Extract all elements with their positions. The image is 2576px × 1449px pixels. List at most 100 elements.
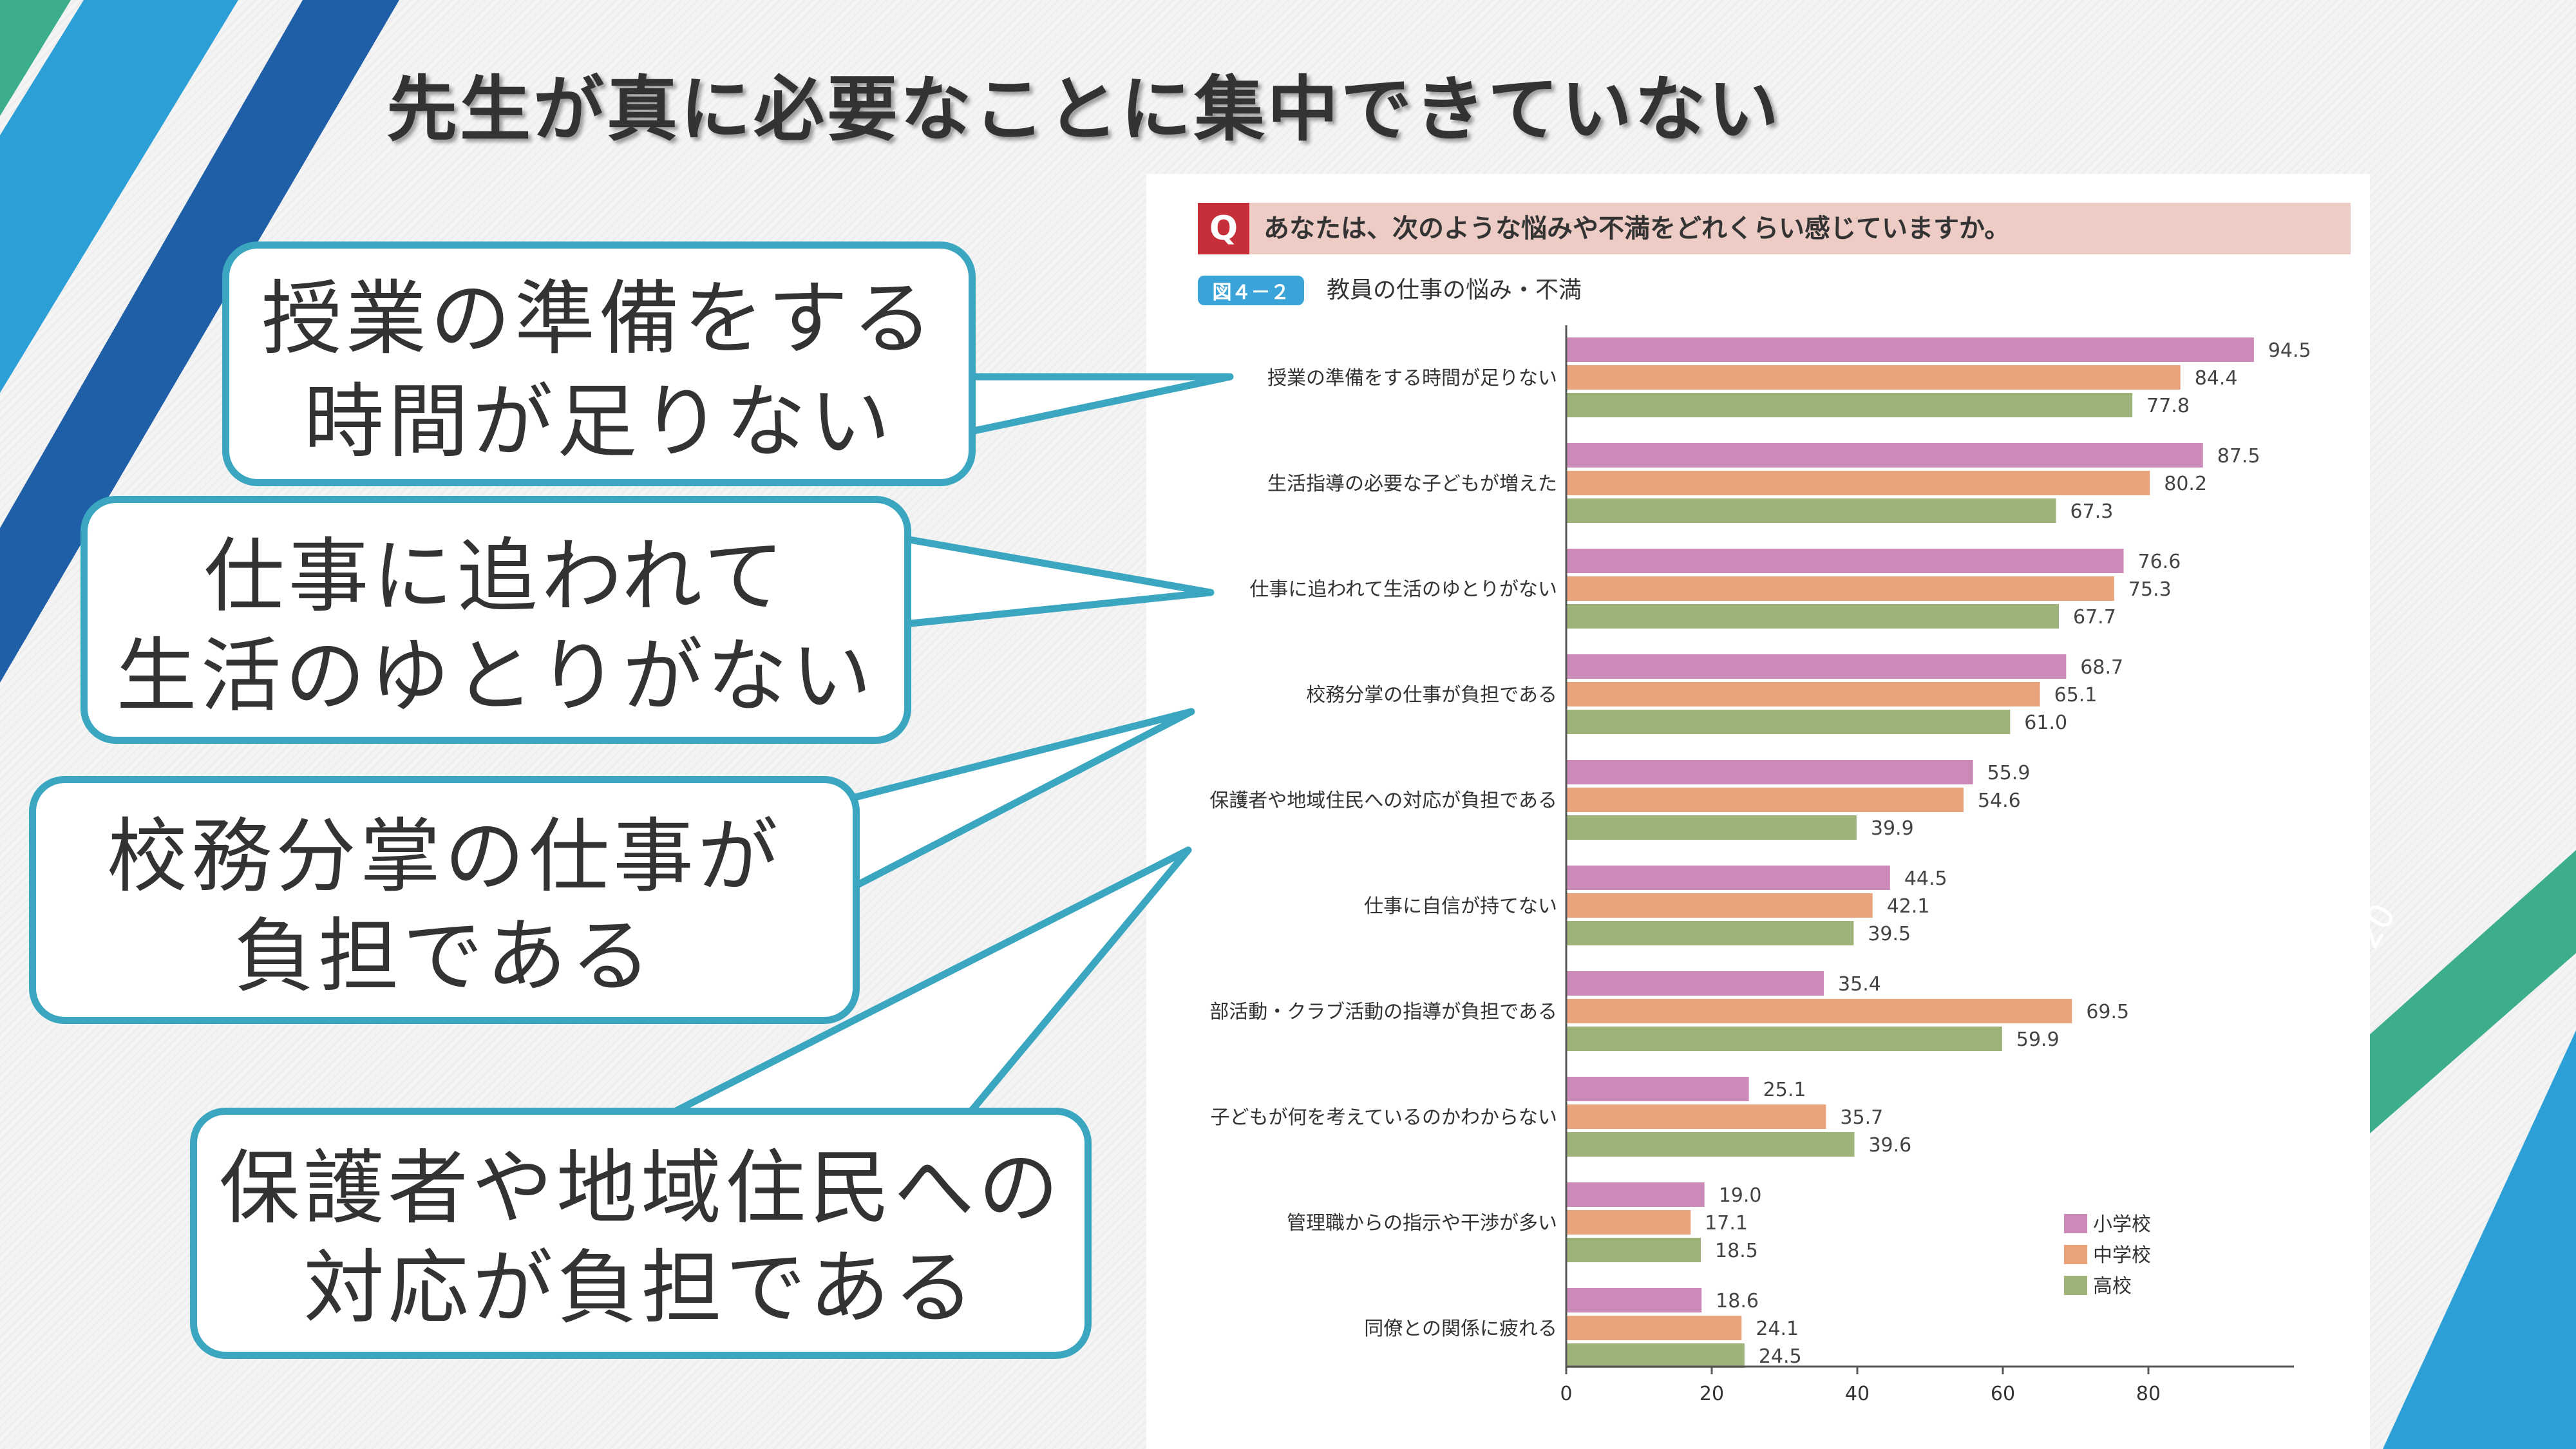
bar-6-1: [1566, 999, 2072, 1023]
callout-bubble-3: 校務分掌の仕事が 負担である: [29, 776, 860, 1024]
value-label-0-2: 77.8: [2146, 395, 2190, 417]
figure-caption: 教員の仕事の悩み・不満: [1327, 277, 1582, 303]
bar-7-0: [1566, 1077, 1749, 1101]
bar-4-0: [1566, 760, 1973, 784]
category-label-1: 生活指導の必要な子どもが増えた: [1267, 473, 1557, 495]
value-label-8-1: 17.1: [1705, 1212, 1748, 1235]
top-left-blue-stripe: [0, 0, 238, 393]
bar-7-2: [1566, 1132, 1855, 1157]
value-label-3-0: 68.7: [2080, 656, 2123, 679]
value-label-1-1: 80.2: [2164, 473, 2207, 495]
value-label-7-0: 25.1: [1763, 1079, 1806, 1101]
bar-1-2: [1566, 498, 2056, 523]
legend-swatch-2: [2064, 1276, 2087, 1295]
value-label-0-1: 84.4: [2195, 367, 2238, 390]
category-label-2: 仕事に追われて生活のゆとりがない: [1249, 578, 1557, 601]
bar-8-1: [1566, 1210, 1691, 1235]
bar-3-1: [1566, 682, 2040, 706]
value-label-2-0: 76.6: [2138, 551, 2181, 573]
value-label-7-2: 39.6: [1868, 1134, 1911, 1157]
bar-3-0: [1566, 654, 2067, 679]
x-tick-label-1: 20: [1700, 1383, 1724, 1405]
bar-5-0: [1566, 866, 1890, 890]
bar-6-0: [1566, 971, 1824, 996]
value-label-2-2: 67.7: [2073, 606, 2116, 629]
value-label-2-1: 75.3: [2128, 578, 2172, 601]
value-label-1-2: 67.3: [2070, 500, 2113, 523]
bar-0-2: [1566, 393, 2133, 417]
bar-2-0: [1566, 549, 2124, 573]
value-label-6-1: 69.5: [2086, 1001, 2129, 1023]
value-label-8-2: 18.5: [1715, 1240, 1758, 1262]
bar-0-1: [1566, 365, 2181, 390]
bar-9-0: [1566, 1288, 1702, 1312]
bar-9-2: [1566, 1343, 1745, 1368]
legend-label-2: 高校: [2093, 1275, 2132, 1298]
legend-swatch-1: [2064, 1245, 2087, 1264]
bar-0-0: [1566, 337, 2254, 362]
question-text: あなたは、次のような悩みや不満をどれくらい感じていますか。: [1264, 214, 2011, 243]
x-tick-label-4: 80: [2136, 1383, 2161, 1405]
callout-4-line1: 保護者や地域住民への: [219, 1142, 1063, 1235]
bar-8-2: [1566, 1238, 1701, 1262]
callout-4-line2: 対応が負担である: [303, 1242, 978, 1335]
bar-7-1: [1566, 1104, 1826, 1129]
x-tick-label-2: 40: [1845, 1383, 1870, 1405]
callout-1-line2: 時間が足りない: [303, 375, 895, 469]
category-label-6: 部活動・クラブ活動の指導が負担である: [1209, 1001, 1557, 1023]
bottom-right-blue-stripe: [2383, 1030, 2576, 1449]
value-label-9-2: 24.5: [1759, 1345, 1802, 1368]
question-banner: Q あなたは、次のような悩みや不満をどれくらい感じていますか。: [1198, 203, 2351, 254]
callout-bubble-2: 仕事に追われて 生活のゆとりがない: [80, 496, 911, 744]
callout-2-line2: 生活のゆとりがない: [116, 630, 876, 723]
value-label-9-0: 18.6: [1716, 1290, 1759, 1312]
slide-title: 先生が真に必要なことに集中できていない: [386, 68, 1781, 151]
value-label-9-1: 24.1: [1756, 1318, 1799, 1340]
category-label-9: 同僚との関係に疲れる: [1364, 1318, 1557, 1340]
value-label-3-2: 61.0: [2024, 712, 2067, 734]
callout-2-line1: 仕事に追われて: [204, 530, 788, 623]
bar-1-0: [1566, 443, 2203, 468]
bar-6-2: [1566, 1027, 2002, 1051]
bar-5-1: [1566, 893, 1873, 918]
value-label-4-2: 39.9: [1871, 817, 1914, 840]
legend-label-0: 小学校: [2093, 1213, 2151, 1236]
bar-9-1: [1566, 1316, 1742, 1340]
question-mark: Q: [1198, 203, 1249, 254]
value-label-4-0: 55.9: [1987, 762, 2031, 784]
value-label-0-0: 94.5: [2268, 339, 2311, 362]
callout-3-line1: 校務分掌の仕事が: [107, 810, 782, 904]
value-label-5-0: 44.5: [1904, 867, 1947, 890]
callout-3-line2: 負担である: [234, 910, 655, 1003]
bar-3-2: [1566, 710, 2011, 734]
bar-5-2: [1566, 921, 1854, 945]
value-label-6-0: 35.4: [1838, 973, 1881, 996]
bar-4-1: [1566, 788, 1964, 812]
x-tick-label-3: 60: [1991, 1383, 2015, 1405]
bar-4-2: [1566, 815, 1857, 840]
bar-2-1: [1566, 576, 2114, 601]
value-label-5-2: 39.5: [1868, 923, 1911, 945]
callout-bubble-4: 保護者や地域住民への 対応が負担である: [190, 1108, 1092, 1359]
bar-1-1: [1566, 471, 2150, 495]
callout-1-line1: 授業の準備をする: [261, 272, 936, 366]
value-label-8-0: 19.0: [1719, 1184, 1762, 1207]
labels-layer: 94.5 84.477.8 授業の準備をする時間が足りない 87.5 80.2 67.3 生…: [1209, 339, 2311, 1368]
category-label-0: 授業の準備をする時間が足りない: [1267, 367, 1557, 390]
value-label-1-0: 87.5: [2217, 445, 2260, 468]
bars-layer: [1566, 337, 2254, 1368]
bar-2-2: [1566, 604, 2060, 629]
value-label-7-1: 35.7: [1840, 1106, 1883, 1129]
callout-bubble-1: 授業の準備をする 時間が足りない: [222, 242, 976, 486]
category-label-3: 校務分掌の仕事が負担である: [1306, 684, 1557, 706]
value-label-6-2: 59.9: [2016, 1028, 2060, 1051]
bar-8-0: [1566, 1182, 1705, 1207]
value-label-5-1: 42.1: [1887, 895, 1930, 918]
figure-tag: 図４－２: [1198, 276, 1304, 305]
category-label-7: 子どもが何を考えているのかわからない: [1211, 1106, 1558, 1129]
axis-layer: 0 20 40 60 80: [1560, 325, 2294, 1405]
category-label-4: 保護者や地域住民への対応が負担である: [1209, 790, 1557, 812]
value-label-4-1: 54.6: [1978, 790, 2021, 812]
